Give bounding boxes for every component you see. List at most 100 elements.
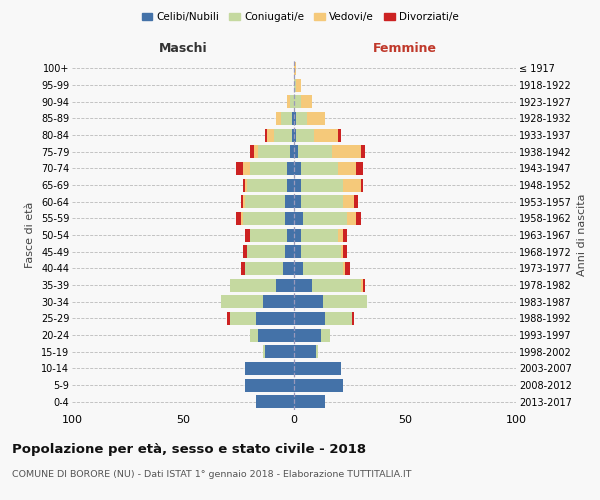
Bar xyxy=(296,128,314,141)
Text: COMUNE DI BORORE (NU) - Dati ISTAT 1° gennaio 2018 - Elaborazione TUTTITALIA.IT: COMUNE DI BORORE (NU) - Dati ISTAT 1° ge… xyxy=(12,470,412,479)
Bar xyxy=(259,145,290,158)
Bar xyxy=(332,145,361,158)
Bar xyxy=(323,295,367,308)
Bar xyxy=(285,195,294,208)
Bar xyxy=(241,262,245,275)
Bar xyxy=(294,112,296,125)
Bar xyxy=(287,95,290,108)
Bar xyxy=(254,145,259,158)
Bar xyxy=(245,195,285,208)
Bar xyxy=(294,378,343,392)
Legend: Celibi/Nubili, Coniugati/e, Vedovi/e, Divorziati/e: Celibi/Nubili, Coniugati/e, Vedovi/e, Di… xyxy=(137,8,463,26)
Bar xyxy=(303,212,347,225)
Bar xyxy=(230,312,256,325)
Bar xyxy=(301,162,338,175)
Bar xyxy=(256,395,294,408)
Bar xyxy=(294,362,341,375)
Bar xyxy=(243,162,250,175)
Bar xyxy=(294,195,301,208)
Bar xyxy=(245,378,294,392)
Bar xyxy=(247,245,285,258)
Bar xyxy=(294,245,301,258)
Bar xyxy=(292,112,294,125)
Bar xyxy=(290,95,294,108)
Bar xyxy=(241,212,243,225)
Bar xyxy=(294,178,301,192)
Bar xyxy=(352,312,354,325)
Bar xyxy=(245,178,247,192)
Bar xyxy=(285,245,294,258)
Bar xyxy=(294,295,323,308)
Bar xyxy=(236,162,243,175)
Bar xyxy=(294,262,303,275)
Bar xyxy=(325,312,352,325)
Bar xyxy=(294,78,296,92)
Bar xyxy=(283,262,294,275)
Bar xyxy=(294,62,296,75)
Bar xyxy=(361,178,363,192)
Bar xyxy=(245,362,294,375)
Bar xyxy=(320,328,329,342)
Bar xyxy=(265,345,294,358)
Bar xyxy=(343,178,361,192)
Bar xyxy=(294,278,312,291)
Bar xyxy=(343,245,347,258)
Bar xyxy=(294,228,301,241)
Bar xyxy=(292,128,294,141)
Bar xyxy=(356,212,361,225)
Bar xyxy=(341,245,343,258)
Bar xyxy=(287,178,294,192)
Bar xyxy=(221,295,263,308)
Bar xyxy=(241,195,243,208)
Bar xyxy=(345,262,350,275)
Bar xyxy=(243,178,245,192)
Bar xyxy=(338,128,341,141)
Bar xyxy=(312,278,361,291)
Bar xyxy=(250,162,287,175)
Bar xyxy=(294,345,316,358)
Bar xyxy=(301,195,343,208)
Bar xyxy=(314,128,338,141)
Bar xyxy=(361,145,365,158)
Bar xyxy=(276,278,294,291)
Bar xyxy=(294,95,301,108)
Bar xyxy=(294,328,320,342)
Bar xyxy=(294,312,325,325)
Bar xyxy=(338,162,356,175)
Y-axis label: Fasce di età: Fasce di età xyxy=(25,202,35,268)
Bar xyxy=(298,145,332,158)
Bar xyxy=(259,328,294,342)
Bar xyxy=(230,278,276,291)
Bar xyxy=(316,345,319,358)
Bar xyxy=(263,295,294,308)
Bar xyxy=(361,278,363,291)
Bar xyxy=(281,112,292,125)
Bar xyxy=(245,262,283,275)
Bar xyxy=(338,228,343,241)
Bar xyxy=(243,245,247,258)
Bar xyxy=(276,112,281,125)
Bar xyxy=(245,228,250,241)
Bar xyxy=(356,162,363,175)
Bar xyxy=(290,145,294,158)
Text: Femmine: Femmine xyxy=(373,42,437,55)
Bar xyxy=(343,195,354,208)
Bar xyxy=(294,395,325,408)
Bar xyxy=(301,245,341,258)
Text: Popolazione per età, sesso e stato civile - 2018: Popolazione per età, sesso e stato civil… xyxy=(12,442,366,456)
Bar xyxy=(294,212,303,225)
Bar xyxy=(287,228,294,241)
Bar xyxy=(296,78,301,92)
Y-axis label: Anni di nascita: Anni di nascita xyxy=(577,194,587,276)
Bar xyxy=(263,345,265,358)
Bar xyxy=(285,212,294,225)
Bar xyxy=(294,145,298,158)
Bar xyxy=(294,162,301,175)
Bar xyxy=(227,312,230,325)
Bar xyxy=(243,195,245,208)
Bar xyxy=(294,128,296,141)
Bar xyxy=(301,178,343,192)
Bar xyxy=(274,128,292,141)
Bar xyxy=(250,145,254,158)
Bar xyxy=(354,195,358,208)
